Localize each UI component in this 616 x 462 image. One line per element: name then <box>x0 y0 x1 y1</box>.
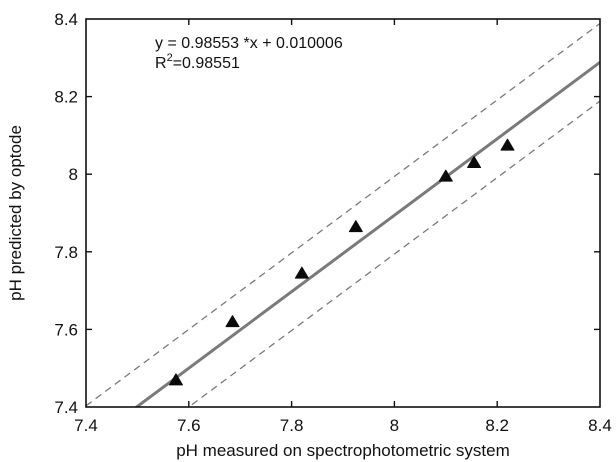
r-squared-superscript: 2 <box>167 52 173 64</box>
data-point <box>168 373 183 386</box>
y-tick-label: 7.4 <box>54 398 78 417</box>
equation-annotation: y = 0.98553 *x + 0.010006 <box>155 35 343 52</box>
x-axis-title: pH measured on spectrophotometric system <box>176 441 510 460</box>
data-point <box>225 315 240 328</box>
data-point <box>500 138 515 151</box>
y-tick-label: 7.8 <box>54 243 78 262</box>
y-tick-label: 8 <box>69 165 78 184</box>
r-squared-value: =0.98551 <box>173 55 240 72</box>
data-point <box>438 169 453 182</box>
y-axis-title: pH predicted by optode <box>6 125 25 301</box>
data-point <box>294 266 309 279</box>
x-tick-label: 7.8 <box>280 416 304 435</box>
x-tick-label: 7.4 <box>74 416 98 435</box>
x-tick-label: 8 <box>390 416 399 435</box>
data-markers <box>168 138 515 386</box>
data-point <box>467 156 482 169</box>
regression-line <box>134 61 600 407</box>
x-tick-label: 8.4 <box>588 416 612 435</box>
lower-bound-line <box>187 100 600 407</box>
upper-bound-line <box>86 22 600 407</box>
x-tick-label: 8.2 <box>485 416 509 435</box>
data-point <box>348 220 363 233</box>
y-tick-label: 8.4 <box>54 10 78 29</box>
r-squared-prefix: R <box>155 55 167 72</box>
x-tick-label: 7.6 <box>177 416 201 435</box>
y-tick-label: 8.2 <box>54 88 78 107</box>
axis-ticks: 7.4 7.6 7.8 8 8.2 8.4 7.4 7.6 7.8 8 8.2 8.4 <box>54 10 611 435</box>
plot-frame <box>85 18 601 408</box>
y-tick-label: 7.6 <box>54 320 78 339</box>
plot-area <box>86 22 600 407</box>
r-squared-annotation: R2=0.98551 <box>155 52 240 72</box>
